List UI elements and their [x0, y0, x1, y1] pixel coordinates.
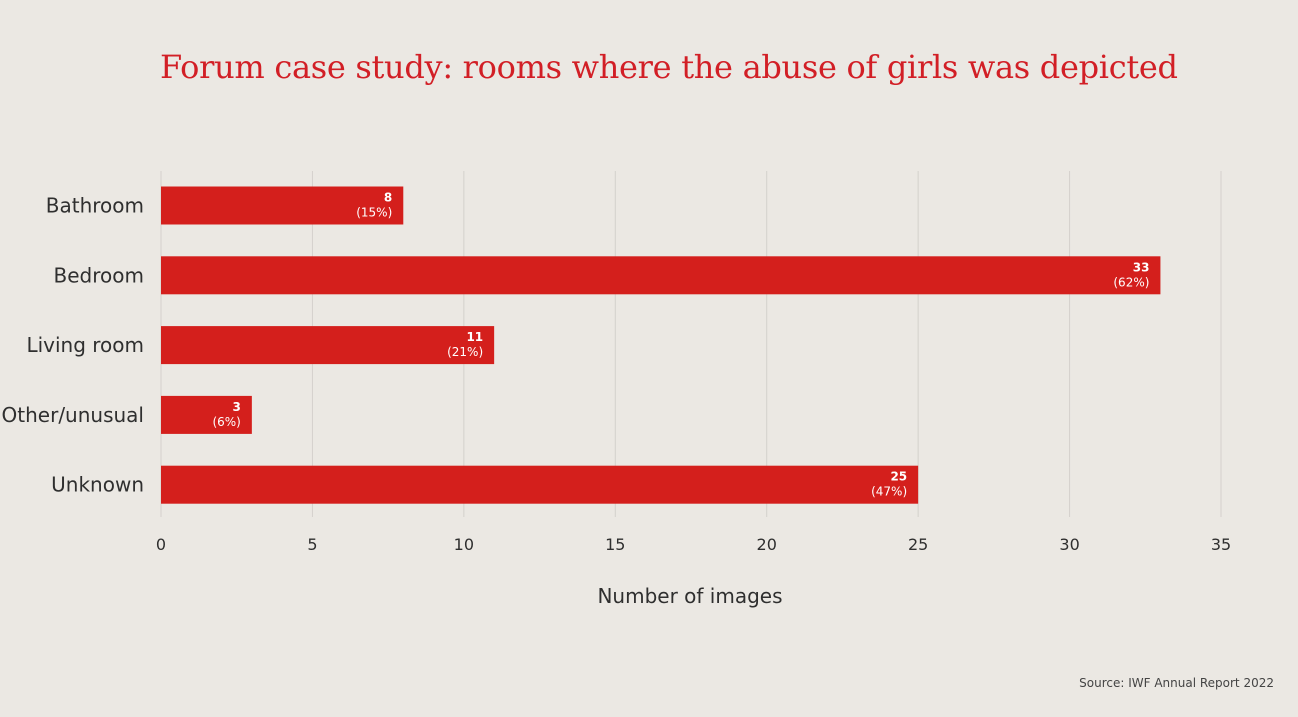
x-tick-label: 35: [1211, 535, 1231, 554]
bar-percent-label: (15%): [356, 206, 392, 220]
y-category-label: Living room: [26, 333, 144, 357]
bar: [161, 395, 252, 434]
bar-value-label: 8: [384, 191, 392, 205]
bar: [161, 256, 1161, 295]
x-tick-label: 25: [908, 535, 928, 554]
y-category-label: Bathroom: [46, 194, 144, 218]
x-tick-label: 0: [156, 535, 166, 554]
source-note: Source: IWF Annual Report 2022: [1079, 676, 1274, 690]
x-tick-label: 30: [1059, 535, 1079, 554]
x-tick-label: 15: [605, 535, 625, 554]
bar-percent-label: (47%): [871, 485, 907, 499]
bar-value-label: 33: [1133, 260, 1150, 274]
labels: 0 5 10 15 20 25 30 35 Bathroom 8(15%) Bedroom 33(62…: [2, 191, 1232, 555]
x-tick-label: 20: [757, 535, 777, 554]
bar: [161, 326, 495, 365]
x-tick-label: 10: [454, 535, 474, 554]
bar-percent-label: (62%): [1113, 275, 1149, 289]
y-category-label: Bedroom: [54, 263, 144, 287]
bar-percent-label: (21%): [447, 345, 483, 359]
y-category-label: Other/unusual: [2, 403, 144, 427]
bar-percent-label: (6%): [212, 415, 240, 429]
bars: [161, 186, 1161, 504]
x-axis-label: Number of images: [597, 584, 782, 608]
y-category-label: Unknown: [51, 473, 144, 497]
chart-title: Forum case study: rooms where the abuse …: [160, 48, 1178, 86]
bar-value-label: 25: [890, 470, 907, 484]
bar: [161, 186, 404, 225]
bar-value-label: 3: [232, 400, 240, 414]
bar-value-label: 11: [466, 330, 483, 344]
bar: [161, 465, 919, 504]
x-tick-label: 5: [307, 535, 317, 554]
